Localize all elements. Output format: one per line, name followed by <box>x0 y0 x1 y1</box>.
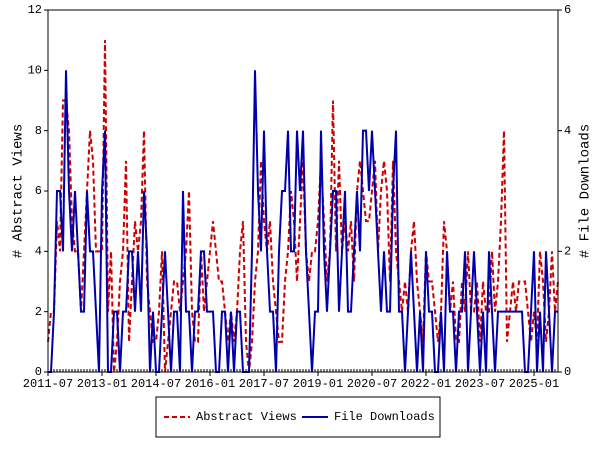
legend-box <box>155 396 441 438</box>
y-axis-label: # Abstract Views <box>11 124 27 258</box>
y-tick-label: 12 <box>28 3 42 17</box>
y-tick-label: 4 <box>35 245 42 259</box>
y2-tick-label: 2 <box>564 245 571 259</box>
y2-tick-label: 4 <box>564 124 571 138</box>
y2-axis-label: # File Downloads <box>578 124 594 258</box>
y-tick-label: 10 <box>28 64 42 78</box>
x-tick-label: 2014-07 <box>131 377 181 391</box>
x-tick-label: 2016-01 <box>185 377 235 391</box>
legend-label: File Downloads <box>334 410 435 424</box>
x-tick-label: 2023-07 <box>455 377 505 391</box>
y-tick-label: 8 <box>35 124 42 138</box>
plot-frame <box>47 9 559 373</box>
y2-tick-label: 0 <box>564 365 571 379</box>
x-tick-label: 2011-07 <box>23 377 73 391</box>
legend-label: Abstract Views <box>196 410 297 424</box>
x-tick-label: 2013-01 <box>77 377 127 391</box>
x-tick-label: 2025-01 <box>509 377 559 391</box>
x-tick-label: 2019-01 <box>293 377 343 391</box>
y-tick-label: 0 <box>35 365 42 379</box>
y2-tick-label: 6 <box>564 3 571 17</box>
y-tick-label: 6 <box>35 184 42 198</box>
x-tick-label: 2017-07 <box>239 377 289 391</box>
x-tick-label: 2022-01 <box>401 377 451 391</box>
legend: Abstract Views File Downloads <box>155 396 441 438</box>
data-line <box>48 70 558 373</box>
x-tick-label: 2020-07 <box>347 377 397 391</box>
y-tick-label: 2 <box>35 305 42 319</box>
